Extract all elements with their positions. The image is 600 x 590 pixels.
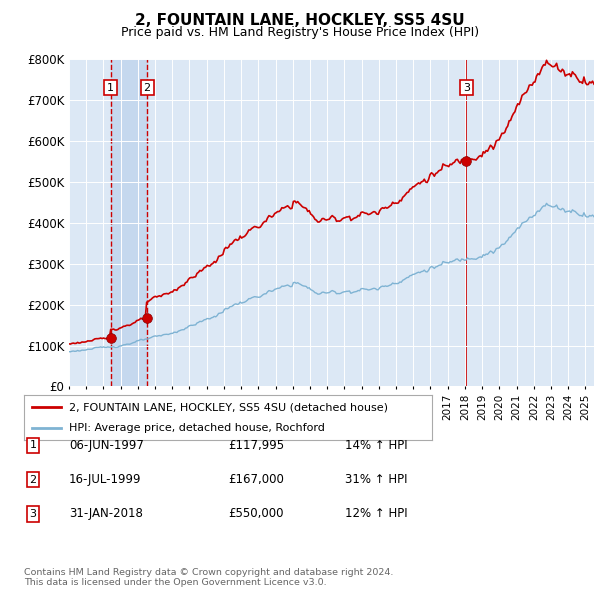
Text: 16-JUL-1999: 16-JUL-1999 — [69, 473, 142, 486]
Bar — [110, 59, 147, 386]
Text: 2, FOUNTAIN LANE, HOCKLEY, SS5 4SU: 2, FOUNTAIN LANE, HOCKLEY, SS5 4SU — [135, 13, 465, 28]
Text: 31% ↑ HPI: 31% ↑ HPI — [345, 473, 407, 486]
Text: 3: 3 — [463, 83, 470, 93]
Text: Contains HM Land Registry data © Crown copyright and database right 2024.
This d: Contains HM Land Registry data © Crown c… — [24, 568, 394, 587]
Text: £167,000: £167,000 — [228, 473, 284, 486]
Text: Price paid vs. HM Land Registry's House Price Index (HPI): Price paid vs. HM Land Registry's House … — [121, 26, 479, 39]
Text: 3: 3 — [29, 509, 37, 519]
Text: 1: 1 — [107, 83, 114, 93]
Text: 2, FOUNTAIN LANE, HOCKLEY, SS5 4SU (detached house): 2, FOUNTAIN LANE, HOCKLEY, SS5 4SU (deta… — [69, 402, 388, 412]
Text: 31-JAN-2018: 31-JAN-2018 — [69, 507, 143, 520]
Text: 12% ↑ HPI: 12% ↑ HPI — [345, 507, 407, 520]
Text: 06-JUN-1997: 06-JUN-1997 — [69, 439, 144, 452]
Text: 2: 2 — [29, 475, 37, 484]
Text: HPI: Average price, detached house, Rochford: HPI: Average price, detached house, Roch… — [69, 422, 325, 432]
Text: 2: 2 — [143, 83, 151, 93]
Text: £550,000: £550,000 — [228, 507, 284, 520]
Text: 14% ↑ HPI: 14% ↑ HPI — [345, 439, 407, 452]
Text: 1: 1 — [29, 441, 37, 450]
Text: £117,995: £117,995 — [228, 439, 284, 452]
